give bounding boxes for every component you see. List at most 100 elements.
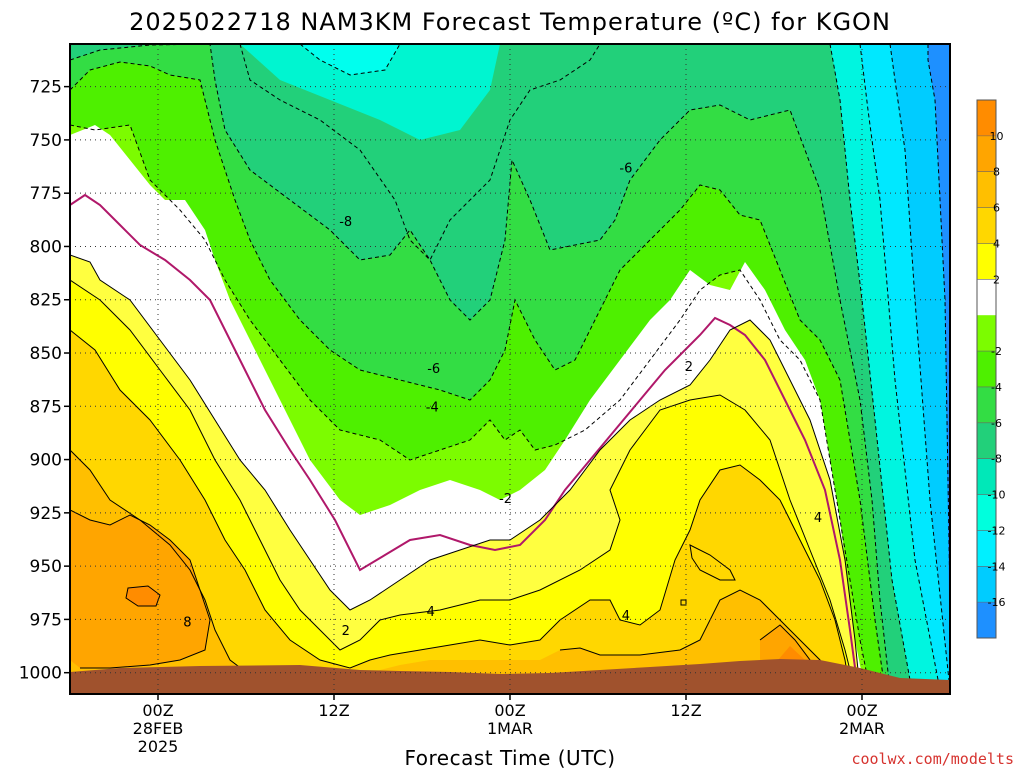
contour-labels: -8 -6 -6 -4 -2 2 2 4 4 4 8 bbox=[183, 162, 822, 639]
contour-label: -6 bbox=[619, 162, 632, 177]
y-tick-label: 950 bbox=[30, 557, 62, 577]
contour-label-text: -8 bbox=[339, 215, 352, 230]
colorbar-swatch bbox=[977, 135, 996, 173]
y-tick-label: 775 bbox=[30, 184, 62, 204]
colorbar-swatch bbox=[977, 386, 996, 424]
contour-minus4 bbox=[70, 61, 886, 691]
y-tick-label: 875 bbox=[30, 397, 62, 417]
x-tick-label: 00Z bbox=[494, 701, 525, 720]
x-tick-label: 00Z bbox=[142, 701, 173, 720]
ground bbox=[70, 659, 950, 694]
contour-label: 4 bbox=[814, 511, 822, 526]
colorbar-swatch bbox=[977, 171, 996, 209]
temperature-field bbox=[70, 44, 950, 694]
colorbar-swatch bbox=[977, 100, 996, 137]
contour-label-text: 2 bbox=[685, 360, 693, 375]
colorbar-label: -4 bbox=[991, 381, 1002, 394]
contour-label-text: -6 bbox=[427, 362, 440, 377]
contour-label: 8 bbox=[183, 616, 191, 631]
cold-pool-top bbox=[240, 44, 500, 140]
contour-6 bbox=[70, 329, 851, 691]
negative-contours bbox=[70, 44, 950, 691]
colorbar: 10 8 6 4 2 -2 -4 -6 -8 -10 -12 -14 -16 bbox=[976, 99, 1006, 639]
contour-label-text: -4 bbox=[426, 400, 439, 415]
x-tick-label: 1MAR bbox=[487, 719, 533, 738]
contour-label: 4 bbox=[622, 609, 630, 624]
colorbar-swatch bbox=[977, 422, 996, 460]
colorbar-frame bbox=[976, 99, 997, 639]
contour-minus2 bbox=[70, 124, 871, 691]
colorbar-label: -10 bbox=[988, 489, 1006, 502]
colorbar-label: -2 bbox=[991, 345, 1002, 358]
colorbar-label: 8 bbox=[993, 166, 1000, 179]
chart-title: 2025022718 NAM3KM Forecast Temperature (… bbox=[129, 8, 891, 36]
colorbar-label: -12 bbox=[988, 524, 1006, 537]
cold-core-top bbox=[300, 44, 400, 75]
x-tick-label: 12Z bbox=[670, 701, 701, 720]
colorbar-label: 2 bbox=[993, 273, 1000, 286]
x-tick-label: 2MAR bbox=[839, 719, 885, 738]
colorbar-label: -6 bbox=[991, 417, 1002, 430]
y-tick-label: 750 bbox=[30, 131, 62, 151]
colorbar-label: 6 bbox=[993, 202, 1000, 215]
colorbar-label: -16 bbox=[988, 596, 1006, 609]
colorbar-swatch bbox=[977, 566, 996, 603]
y-tick-label: 825 bbox=[30, 291, 62, 311]
y-tick-label: 975 bbox=[30, 610, 62, 630]
contour-label-text: -2 bbox=[499, 492, 512, 507]
contour-minus10 bbox=[859, 44, 941, 691]
contour-minus6 bbox=[70, 44, 891, 691]
contour-label-text: 4 bbox=[814, 511, 822, 526]
contour-12-core bbox=[125, 585, 161, 607]
colorbar-label: -14 bbox=[988, 560, 1006, 573]
colorbar-swatch bbox=[977, 243, 996, 280]
colorbar-label: 4 bbox=[993, 237, 1000, 250]
contour-label: -6 bbox=[427, 362, 440, 377]
x-tick-label: 00Z bbox=[846, 701, 877, 720]
contour-minus12 bbox=[889, 44, 950, 691]
contour-label-text: -6 bbox=[619, 162, 632, 177]
contour-label-text: 2 bbox=[342, 624, 350, 639]
colorbar-label: -8 bbox=[991, 453, 1002, 466]
y-tick-label: 800 bbox=[30, 237, 62, 257]
colorbar-swatch bbox=[977, 315, 996, 352]
colorbar-swatch bbox=[977, 351, 996, 388]
contour-8 bbox=[70, 449, 251, 676]
x-axis-label: Forecast Time (UTC) bbox=[404, 746, 615, 768]
colorbar-swatch bbox=[977, 494, 996, 531]
contour-label: 4 bbox=[427, 605, 435, 620]
y-tick-label: 925 bbox=[30, 504, 62, 524]
colorbar-swatch bbox=[977, 279, 996, 316]
colorbar-swatch bbox=[977, 458, 996, 496]
colorbar-label: 10 bbox=[990, 130, 1004, 143]
contour-10 bbox=[70, 509, 211, 669]
contour-2 bbox=[70, 254, 861, 691]
contour-label: -8 bbox=[339, 215, 352, 230]
y-tick-label: 900 bbox=[30, 451, 62, 471]
contour-label-text: 8 bbox=[183, 616, 191, 631]
band-2to4 bbox=[70, 280, 855, 694]
colorbar-swatch bbox=[977, 207, 996, 244]
contour-4 bbox=[70, 279, 856, 691]
contour-minus14 bbox=[927, 44, 950, 601]
contour-label-text: 4 bbox=[427, 605, 435, 620]
band-10plus bbox=[126, 586, 160, 606]
x-tick-label: 2025 bbox=[138, 737, 179, 756]
y-axis: 725 750 775 800 825 850 875 900 925 950 975 1000 bbox=[19, 78, 70, 684]
colorbar-swatch bbox=[977, 530, 996, 567]
credit-text: coolwx.com/modelts bbox=[851, 750, 1014, 768]
contour-8-east bbox=[559, 589, 836, 681]
x-tick-label: 12Z bbox=[318, 701, 349, 720]
contour-minus8 bbox=[239, 44, 601, 261]
y-tick-label: 1000 bbox=[19, 664, 62, 684]
colorbar-swatch bbox=[977, 602, 996, 639]
contour-label: 2 bbox=[342, 624, 350, 639]
contour-minus8-east bbox=[829, 44, 911, 681]
contour-label-text: 4 bbox=[622, 609, 630, 624]
contour-label: -4 bbox=[426, 400, 439, 415]
y-tick-label: 725 bbox=[30, 78, 62, 98]
contour-label: -2 bbox=[499, 492, 512, 507]
contour-label: 2 bbox=[685, 360, 693, 375]
